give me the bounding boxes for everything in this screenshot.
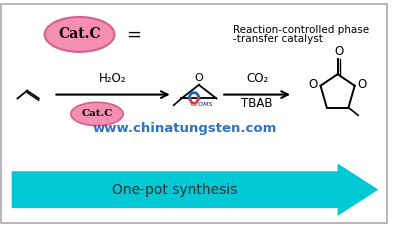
Text: O: O	[308, 78, 318, 91]
Text: =: =	[126, 25, 141, 43]
Text: CO₂: CO₂	[246, 72, 268, 85]
Ellipse shape	[71, 102, 123, 126]
Text: H₂O₂: H₂O₂	[99, 72, 126, 85]
Ellipse shape	[45, 17, 114, 52]
Polygon shape	[12, 163, 378, 216]
Text: O: O	[358, 78, 367, 91]
Text: Cat.C: Cat.C	[81, 109, 113, 118]
Text: -transfer catalyst: -transfer catalyst	[233, 34, 323, 44]
Text: Cat.C: Cat.C	[58, 27, 101, 42]
Text: www.chinatungsten.com: www.chinatungsten.com	[92, 122, 276, 135]
Text: CTOMS: CTOMS	[190, 102, 213, 107]
Text: TBAB: TBAB	[241, 97, 273, 111]
Text: O: O	[194, 73, 203, 83]
FancyBboxPatch shape	[1, 4, 387, 223]
Text: Reaction-controlled phase: Reaction-controlled phase	[233, 25, 369, 35]
Text: O: O	[334, 45, 343, 58]
Text: One-pot synthesis: One-pot synthesis	[112, 183, 237, 197]
